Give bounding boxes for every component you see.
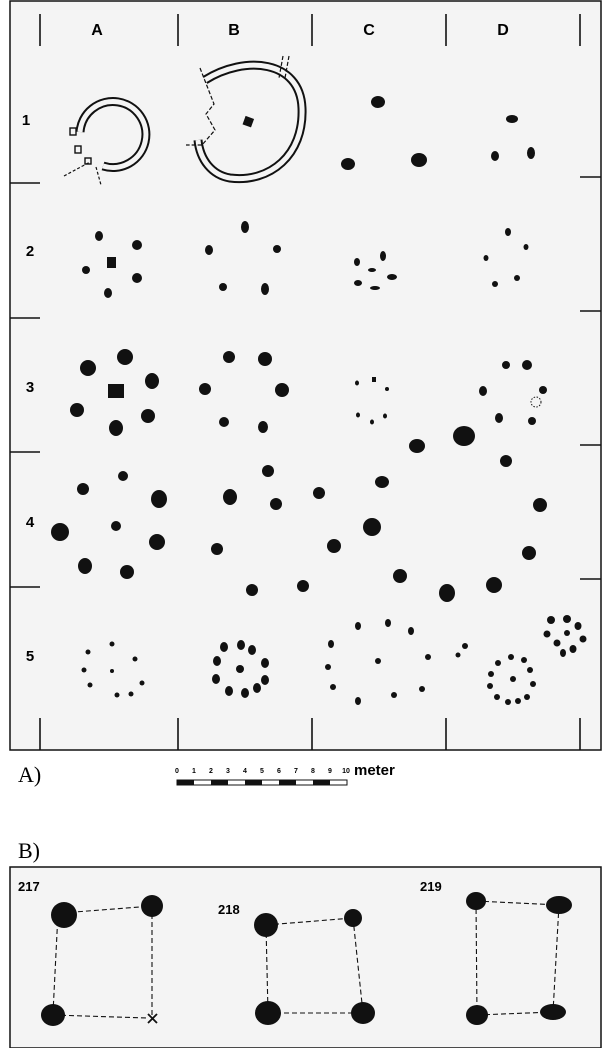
building-plan-217: 217 [18,879,163,1026]
row-label-2: 2 [26,243,34,260]
column-label-b: B [228,22,240,39]
posthole-group-5c [325,619,468,705]
scale-tick-5: 5 [260,768,264,775]
house-plan-1b [186,55,307,184]
scale-tick-8: 8 [311,768,315,775]
row-label-4: 4 [26,514,35,531]
row-dividers-right [580,176,601,580]
column-dividers-bottom [39,718,581,750]
posthole-group-4a [51,471,167,579]
posthole-group-3c [355,377,425,453]
scale-tick-9: 9 [328,768,332,775]
posthole-group-2a [82,231,142,298]
plan-label-217: 217 [18,879,40,894]
column-dividers-top [39,14,581,46]
plan-label-218: 218 [218,902,240,917]
scale-tick-3: 3 [226,768,230,775]
panel-b: 217 218 [9,866,602,1048]
posthole-group-3a [70,349,159,436]
building-plan-219: 219 [420,879,572,1025]
building-plan-218: 218 [218,902,375,1025]
plan-label-219: 219 [420,879,442,894]
posthole-group-5a [81,641,145,698]
scale-tick-0: 0 [175,768,179,775]
row-label-5: 5 [26,648,34,665]
row-label-1: 1 [22,112,30,129]
row-dividers-left [10,182,40,588]
panel-a-label: A) [18,762,41,787]
column-label-a: A [91,22,103,39]
house-plan-1a [63,97,151,186]
scale-tick-6: 6 [277,768,281,775]
posthole-group-3d [453,360,547,467]
scale-bar: 0 1 2 3 4 5 6 7 8 9 10 meter [175,762,395,786]
posthole-group-4c [313,476,455,602]
panel-b-frame [9,866,602,1048]
posthole-group-1c [341,96,427,170]
posthole-group-1d [491,115,535,161]
column-label-c: C [363,22,375,39]
posthole-group-3b [199,351,289,433]
scale-tick-7: 7 [294,768,298,775]
column-label-d: D [497,22,509,39]
scale-tick-1: 1 [192,768,196,775]
posthole-group-5b [212,640,269,698]
posthole-group-2c [354,251,397,290]
scale-tick-4: 4 [243,768,247,775]
posthole-group-2b [205,221,281,295]
posthole-group-4b [211,465,309,596]
posthole-group-5d [487,615,587,705]
posthole-group-2d [483,228,529,287]
posthole-group-4d [486,498,547,593]
scale-tick-2: 2 [209,768,213,775]
scale-unit-label: meter [354,762,395,779]
panel-a: A B C D 1 2 3 4 5 [9,0,602,751]
scale-tick-10: 10 [342,768,350,775]
panel-b-label: B) [18,838,40,863]
row-label-3: 3 [26,379,34,396]
